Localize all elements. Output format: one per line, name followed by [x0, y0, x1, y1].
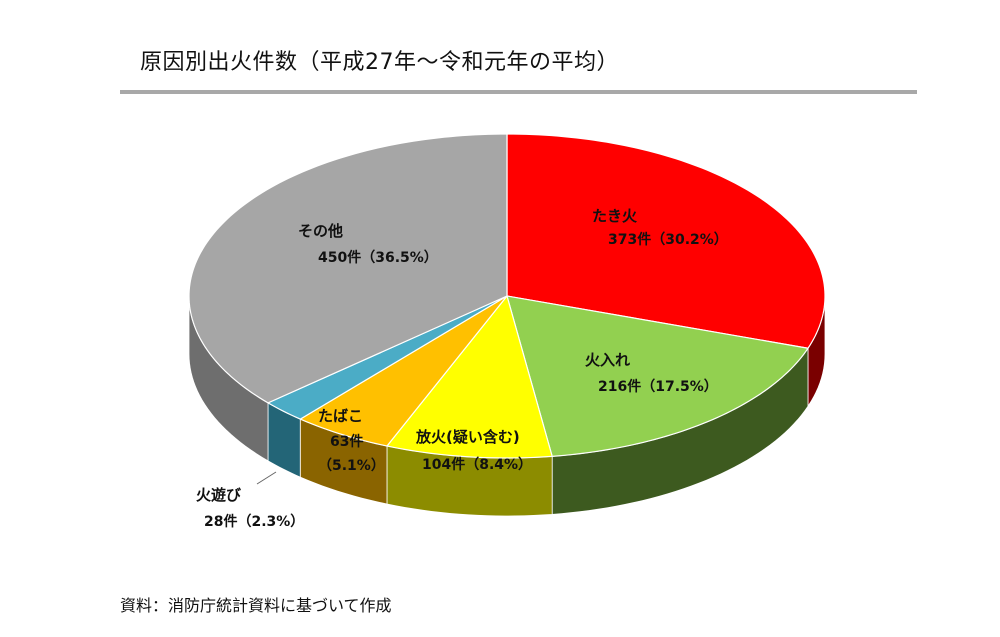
pie-labels: たき火 373件（30.2%） 火入れ 216件（17.5%） 放火(疑い含む)…: [196, 207, 728, 530]
pie-slice-houka: [386, 295, 553, 459]
pie-tops: [188, 133, 826, 459]
label-name-tabako: たばこ: [318, 407, 363, 425]
label-value-takibi: 373件（30.2%）: [608, 231, 728, 248]
label-value-tabako-percent: （5.1%）: [318, 458, 385, 474]
label-name-hiire: 火入れ: [585, 351, 630, 369]
label-name-takibi: たき火: [592, 207, 638, 225]
label-value-hiire: 216件（17.5%）: [598, 378, 718, 395]
pie-slice-hiasobi: [267, 295, 508, 420]
pie-slice-takibi: [506, 133, 826, 349]
label-value-hiasobi: 28件（2.3%）: [204, 513, 304, 530]
label-value-sonota: 450件（36.5%）: [318, 249, 438, 266]
label-name-sonota: その他: [298, 222, 343, 240]
pie-slice-sonota: [188, 133, 508, 404]
leader-line: [256, 471, 277, 485]
pie-slice-tabako: [299, 295, 508, 447]
chart-title: 原因別出火件数（平成27年〜令和元年の平均）: [140, 50, 619, 75]
label-name-hiasobi: 火遊び: [196, 486, 241, 504]
pie-slice-hiire: [506, 295, 809, 457]
label-value-tabako-count: 63件: [330, 433, 363, 450]
title-divider: [120, 90, 917, 94]
label-name-houka: 放火(疑い含む): [415, 428, 520, 446]
source-note: 資料：消防庁統計資料に基づいて作成: [120, 596, 392, 615]
label-value-houka: 104件（8.4%）: [422, 456, 532, 473]
